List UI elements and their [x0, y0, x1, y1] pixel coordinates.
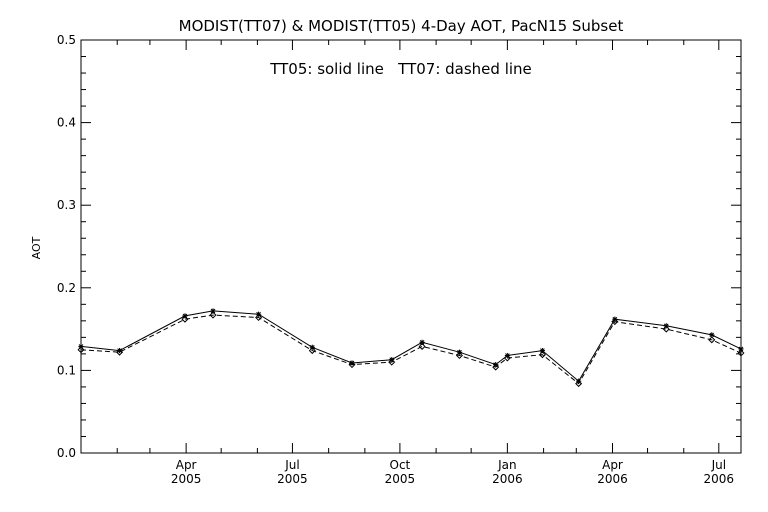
- line-style-annotation: TT05: solid line TT07: dashed line: [269, 60, 532, 78]
- data-point-tt07: [737, 349, 745, 357]
- data-point-tt07: [503, 354, 511, 362]
- data-point-tt07: [116, 348, 124, 356]
- data-point-tt07: [77, 346, 85, 354]
- data-point-tt07: [181, 315, 189, 323]
- data-point-tt07: [492, 363, 500, 371]
- data-point-tt07: [348, 361, 356, 369]
- data-point-tt07: [662, 325, 670, 333]
- y-axis: 0.0 0.1 0.2 0.3 0.4 0.5: [57, 33, 741, 460]
- x-tick-label-year: 2006: [492, 472, 523, 486]
- series-line-tt05: [80, 310, 742, 382]
- y-tick-label: 0.0: [57, 446, 76, 460]
- series-line-tt07: [80, 314, 742, 385]
- x-tick-label-year: 2005: [171, 472, 202, 486]
- x-tick-label-month: Oct: [390, 458, 411, 472]
- data-point-tt07: [611, 318, 619, 326]
- chart-title: MODIST(TT07) & MODIST(TT05) 4-Day AOT, P…: [179, 17, 624, 35]
- x-tick-label-month: Jul: [711, 458, 726, 472]
- x-tick-label-year: 2005: [385, 472, 416, 486]
- plot-frame: [80, 39, 742, 454]
- x-tick-label-month: Jul: [284, 458, 299, 472]
- series-layer: [77, 308, 745, 388]
- data-point-tt07: [538, 351, 546, 359]
- x-tick-label-month: Apr: [176, 458, 197, 472]
- data-point-tt07: [575, 380, 583, 388]
- data-point-tt07: [388, 358, 396, 366]
- x-tick-label-year: 2006: [597, 472, 628, 486]
- y-axis-label: AOT: [30, 236, 43, 259]
- x-tick-label-year: 2005: [277, 472, 308, 486]
- data-point-tt07: [708, 336, 716, 344]
- y-tick-label: 0.1: [57, 363, 76, 377]
- y-tick-label: 0.4: [57, 116, 76, 130]
- x-tick-label-month: Jan: [497, 458, 517, 472]
- y-tick-label: 0.5: [57, 33, 76, 47]
- data-point-tt07: [255, 314, 263, 322]
- x-tick-label-year: 2006: [704, 472, 735, 486]
- data-point-tt07: [209, 311, 217, 319]
- data-point-tt07: [455, 352, 463, 360]
- x-tick-label-month: Apr: [602, 458, 623, 472]
- x-axis: Apr2005Jul2005Oct2005Jan2006Apr2006Jul20…: [80, 40, 735, 486]
- data-point-tt05: [210, 308, 216, 314]
- y-tick-label: 0.2: [57, 281, 76, 295]
- y-tick-label: 0.3: [57, 198, 76, 212]
- data-point-tt07: [418, 342, 426, 350]
- data-point-tt07: [308, 347, 316, 355]
